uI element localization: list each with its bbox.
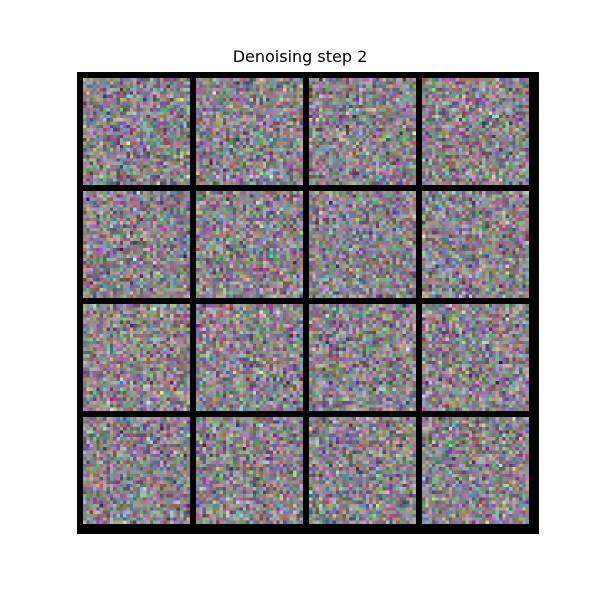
noise-sample-image	[309, 304, 416, 411]
noise-sample-image	[196, 78, 303, 185]
noise-sample-image	[422, 417, 529, 524]
noise-sample-image	[196, 191, 303, 298]
noise-sample-image	[196, 304, 303, 411]
noise-sample-image	[83, 78, 190, 185]
noise-sample-image	[309, 191, 416, 298]
noise-sample-image	[309, 78, 416, 185]
noise-sample-image	[83, 304, 190, 411]
noise-sample-image	[83, 417, 190, 524]
noise-sample-image	[422, 78, 529, 185]
noise-sample-image	[309, 417, 416, 524]
noise-sample-image	[422, 304, 529, 411]
figure-title: Denoising step 2	[232, 47, 368, 66]
noise-sample-image	[196, 417, 303, 524]
noise-sample-image	[422, 191, 529, 298]
noise-sample-image	[83, 191, 190, 298]
image-grid	[77, 72, 539, 534]
